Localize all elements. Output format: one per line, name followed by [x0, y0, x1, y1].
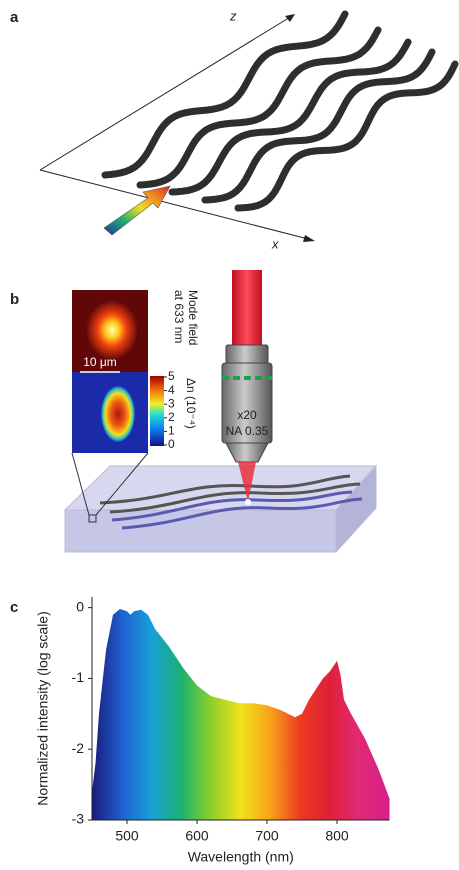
objective-tip — [226, 443, 268, 462]
focus-spot — [245, 499, 251, 505]
panel-label: a — [10, 9, 19, 26]
objective-collar — [226, 345, 268, 363]
glass-front — [65, 510, 336, 552]
y-tick-label: -1 — [72, 669, 85, 685]
x-tick-label: 600 — [185, 828, 209, 844]
waveguide — [238, 64, 455, 208]
objective-label: NA 0.35 — [226, 424, 269, 438]
colorbar-tick-label: 3 — [168, 396, 175, 410]
chart: 0 -1 -2 -3 500 600 700 800 Wavelength (nm) Normal… — [35, 597, 390, 865]
colorbar-tick-label: 4 — [168, 383, 175, 397]
page: Figure {"panel_a": {"label": "a", "z_lab… — [0, 0, 459, 870]
colorbar-label: Δn (10⁻⁴) — [184, 378, 198, 429]
objective-label: x20 — [237, 408, 257, 422]
scale-bar-label: 10 μm — [83, 355, 117, 369]
z-axis — [40, 16, 292, 170]
y-tick-label: -2 — [72, 740, 85, 756]
index-profile — [101, 386, 135, 442]
z-arrowhead — [285, 14, 295, 22]
x-label: x — [271, 236, 279, 251]
panel-label: c — [10, 599, 18, 616]
spectrum-area — [92, 609, 390, 820]
colorbar-tick-label: 1 — [168, 424, 175, 438]
y-axis-label: Normalized intensity (log scale) — [35, 611, 51, 806]
x-tick-label: 500 — [115, 828, 139, 844]
body: a z x b 10 μm 012345 Mode field at 633 n… — [0, 0, 459, 870]
x-tick-label: 700 — [255, 828, 279, 844]
mode-spot — [86, 300, 138, 360]
x-tick-label: 800 — [325, 828, 349, 844]
mode-field-label: at 633 nm — [172, 290, 186, 343]
y-tick-label: -3 — [72, 811, 85, 827]
light-arrow — [104, 186, 170, 235]
x-arrowhead — [303, 235, 315, 242]
colorbar-tick-label: 2 — [168, 410, 175, 424]
colorbar-tick-label: 0 — [168, 437, 175, 451]
laser-beam — [232, 270, 262, 348]
panel-label: b — [10, 291, 19, 308]
colorbar — [150, 376, 164, 446]
x-axis — [40, 170, 312, 240]
colorbar-tick-label: 5 — [168, 369, 175, 383]
z-label: z — [229, 8, 237, 23]
waveguides — [105, 14, 455, 208]
mode-field-label: Mode field — [186, 290, 200, 345]
x-axis-label: Wavelength (nm) — [188, 849, 294, 865]
y-tick-label: 0 — [76, 598, 84, 614]
figure: a z x b 10 μm 012345 Mode field at 633 n… — [0, 0, 459, 870]
